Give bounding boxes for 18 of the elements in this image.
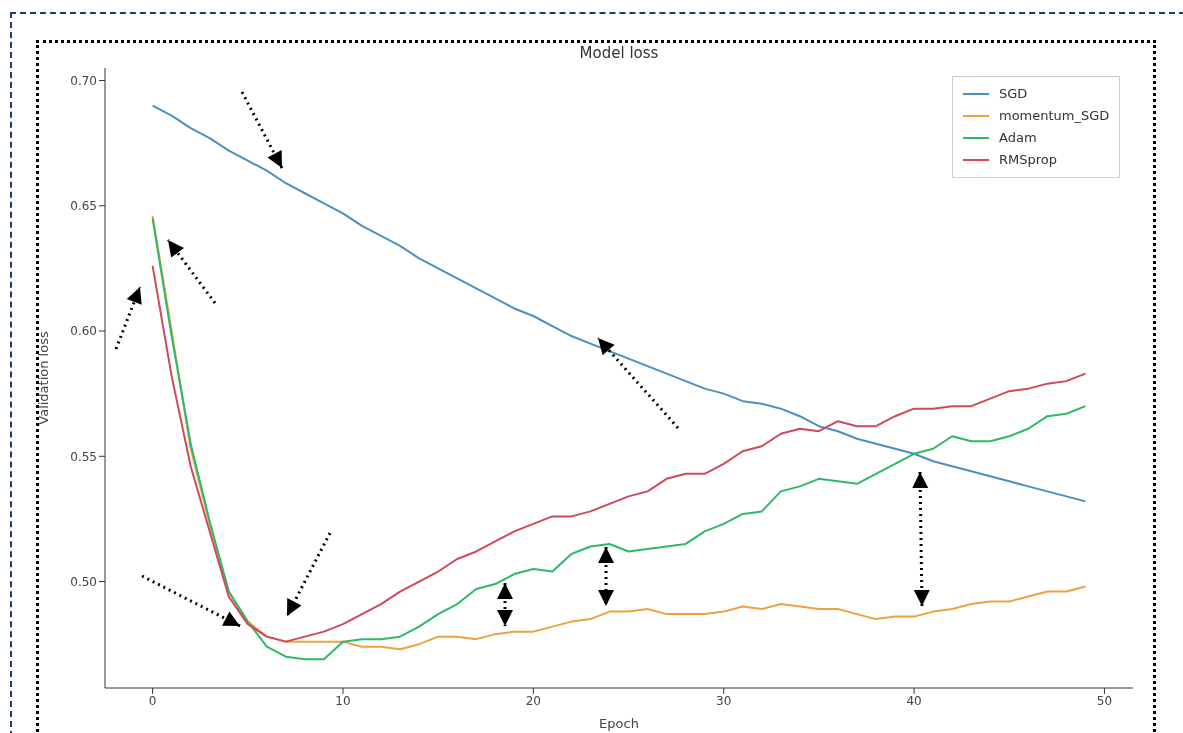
y-tick-label: 0.60	[70, 324, 97, 339]
x-tick-label: 20	[525, 693, 541, 708]
y-tick-label: 0.50	[70, 574, 97, 589]
legend-label: RMSprop	[999, 151, 1058, 169]
legend-label: SGD	[999, 85, 1028, 103]
x-tick-label: 40	[906, 693, 922, 708]
y-axis-title: Validation loss	[35, 331, 51, 425]
legend-label: Adam	[999, 129, 1037, 147]
chart-title: Model loss	[578, 44, 660, 62]
y-tick-label: 0.70	[70, 73, 97, 88]
x-tick-label: 50	[1096, 693, 1113, 708]
y-tick-label: 0.55	[70, 449, 97, 464]
x-tick-label: 0	[148, 693, 157, 708]
x-tick-label: 10	[335, 693, 351, 708]
y-tick-label: 0.65	[70, 199, 97, 214]
x-axis-title: Epoch	[599, 716, 639, 731]
x-tick-label: 30	[716, 693, 732, 708]
legend-label: momentum_SGD	[999, 107, 1110, 125]
